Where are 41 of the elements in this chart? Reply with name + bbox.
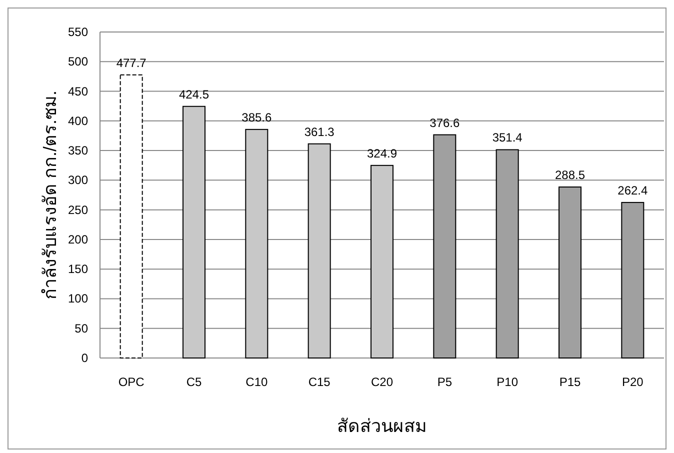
bar xyxy=(370,164,394,358)
bar xyxy=(496,149,519,358)
y-tick-label: 0 xyxy=(81,351,88,365)
y-tick-label: 450 xyxy=(68,84,88,98)
x-tick-label: C20 xyxy=(370,375,394,389)
data-label: 262.4 xyxy=(618,183,648,198)
x-tick-label: OPC xyxy=(118,375,145,389)
data-label: 351.4 xyxy=(492,130,523,145)
y-tick-label: 300 xyxy=(68,173,88,188)
x-axis-title: สัดส่วนผสม xyxy=(337,416,427,436)
y-tick-label: 100 xyxy=(68,292,88,306)
x-tick-label: P5 xyxy=(437,375,452,389)
data-label: 324.9 xyxy=(366,146,398,160)
y-tick-label: 500 xyxy=(68,54,88,69)
y-tick-label: 150 xyxy=(68,262,88,276)
data-label: 288.5 xyxy=(554,168,586,182)
y-tick-label: 200 xyxy=(68,232,88,246)
y-tick-label: 400 xyxy=(68,114,88,128)
data-label: 376.6 xyxy=(430,116,460,130)
x-tick-label: C10 xyxy=(246,375,268,389)
x-tick-label: C15 xyxy=(308,375,331,389)
x-tick-label: P20 xyxy=(622,375,644,389)
x-tick-label: P10 xyxy=(496,375,518,389)
x-tick-label: P15 xyxy=(559,375,581,389)
y-tick-label: 350 xyxy=(68,144,88,158)
y-axis-title: กำลังรับแรงอัด กก./ตร.ซม. xyxy=(40,90,60,300)
y-tick-label: 550 xyxy=(68,25,88,39)
y-tick-label: 50 xyxy=(74,321,88,336)
bar xyxy=(558,186,582,358)
bar xyxy=(621,202,644,358)
x-tick-label: C5 xyxy=(186,375,202,389)
data-label: 361.3 xyxy=(304,124,335,139)
bar xyxy=(308,143,331,358)
data-label: 424.5 xyxy=(178,87,210,102)
bar xyxy=(120,74,143,358)
data-label: 385.6 xyxy=(242,110,272,124)
bar xyxy=(433,134,456,358)
bar xyxy=(182,106,206,358)
y-tick-label: 250 xyxy=(68,202,88,217)
data-label: 477.7 xyxy=(116,56,147,70)
bar xyxy=(245,128,268,358)
